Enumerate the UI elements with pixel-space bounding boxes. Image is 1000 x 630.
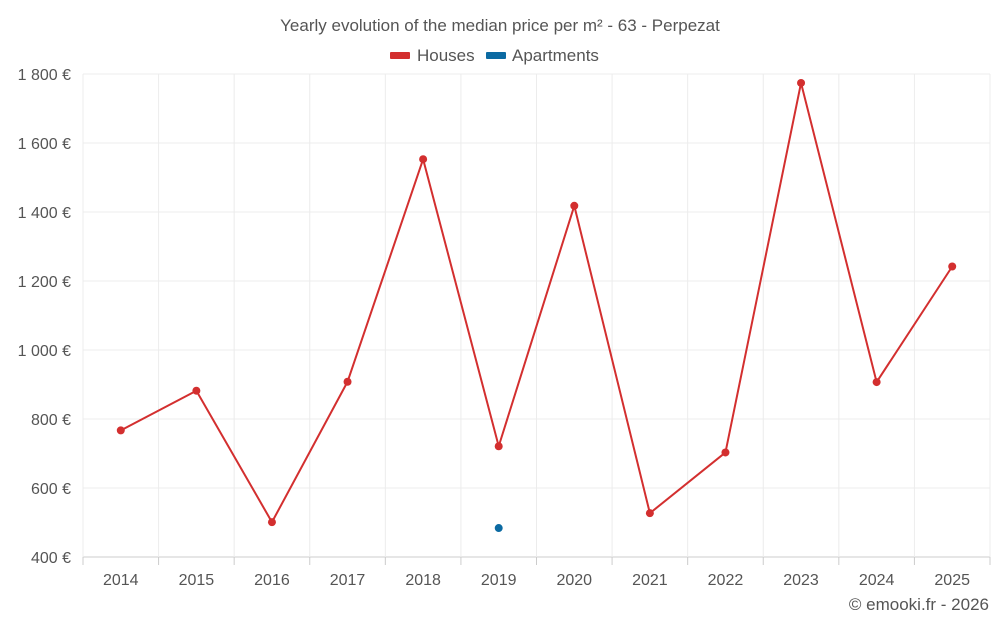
y-tick-label: 1 000 € <box>18 343 71 360</box>
data-point-houses-2018[interactable] <box>419 155 428 164</box>
grid <box>82 73 991 558</box>
y-tick-label: 1 200 € <box>18 274 71 291</box>
x-tick-label: 2016 <box>254 572 290 589</box>
x-tick-label: 2015 <box>179 572 215 589</box>
x-tick-label: 2014 <box>103 572 139 589</box>
legend-label-houses: Houses <box>417 46 475 65</box>
x-tick-label: 2025 <box>934 572 970 589</box>
data-point-apartments-2019[interactable] <box>494 524 503 533</box>
x-tick-label: 2020 <box>556 572 592 589</box>
data-point-houses-2015[interactable] <box>192 386 201 395</box>
data-point-houses-2025[interactable] <box>948 262 957 271</box>
y-tick-label: 600 € <box>31 481 71 498</box>
data-point-houses-2022[interactable] <box>721 448 730 457</box>
legend-swatch-apartments <box>486 52 506 59</box>
x-tick-label: 2021 <box>632 572 668 589</box>
footer-credit: © emooki.fr - 2026 <box>849 595 989 614</box>
x-axis: 2014 2015 2016 2017 2018 2019 2020 2021 2022 2023… <box>82 557 991 589</box>
data-point-houses-2020[interactable] <box>570 201 579 210</box>
data-point-houses-2021[interactable] <box>645 509 654 518</box>
y-tick-label: 1 800 € <box>18 67 71 84</box>
x-tick-label: 2019 <box>481 572 517 589</box>
y-tick-label: 1 400 € <box>18 205 71 222</box>
data-point-houses-2024[interactable] <box>872 378 881 387</box>
series-layer <box>116 78 957 533</box>
legend-item-apartments[interactable]: Apartments <box>486 46 599 65</box>
x-tick-label: 2018 <box>405 572 441 589</box>
data-point-houses-2019[interactable] <box>494 442 503 451</box>
legend-item-houses[interactable]: Houses <box>390 46 475 65</box>
legend-swatch-houses <box>390 52 410 59</box>
y-tick-label: 1 600 € <box>18 136 71 153</box>
data-point-houses-2016[interactable] <box>267 518 276 527</box>
data-point-houses-2017[interactable] <box>343 377 352 386</box>
data-point-houses-2023[interactable] <box>797 78 806 87</box>
data-point-houses-2014[interactable] <box>116 426 125 435</box>
legend-label-apartments: Apartments <box>512 46 599 65</box>
y-tick-label: 400 € <box>31 550 71 567</box>
x-tick-label: 2017 <box>330 572 366 589</box>
chart-title: Yearly evolution of the median price per… <box>280 16 720 35</box>
y-tick-label: 800 € <box>31 412 71 429</box>
x-tick-label: 2024 <box>859 572 895 589</box>
legend: Houses Apartments <box>390 46 599 65</box>
x-tick-label: 2023 <box>783 572 819 589</box>
x-tick-label: 2022 <box>708 572 744 589</box>
series-line-houses <box>120 81 954 524</box>
y-axis: 400 € 600 € 800 € 1 000 € 1 200 € 1 400 € 1 60… <box>18 67 71 567</box>
